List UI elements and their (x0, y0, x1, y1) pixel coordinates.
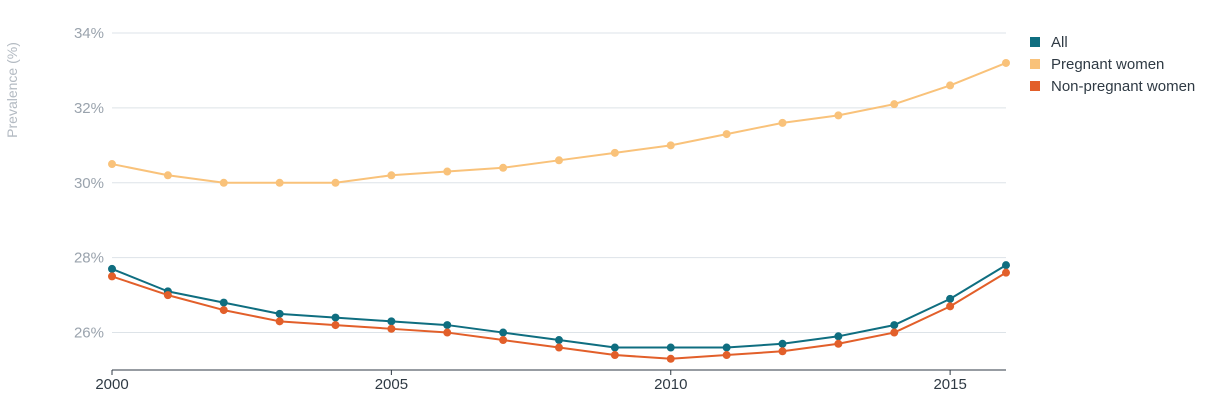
legend-label: Non-pregnant women (1051, 78, 1195, 95)
data-point-non-pregnant-women[interactable] (275, 317, 284, 326)
y-tick-label: 32% (74, 100, 104, 117)
data-point-pregnant-women[interactable] (834, 111, 843, 120)
data-point-all[interactable] (387, 317, 396, 326)
data-point-all[interactable] (890, 321, 899, 330)
legend-swatch (1030, 81, 1040, 91)
x-axis: 2000 2005 2010 2015 (95, 369, 1006, 393)
data-point-all[interactable] (331, 313, 340, 322)
data-point-non-pregnant-women[interactable] (443, 328, 452, 337)
series-line-pregnant-women (111, 62, 1007, 184)
data-point-all[interactable] (666, 343, 675, 352)
data-point-all[interactable] (1002, 261, 1010, 270)
data-point-pregnant-women[interactable] (443, 167, 452, 176)
data-point-pregnant-women[interactable] (108, 160, 116, 169)
data-point-all[interactable] (555, 336, 563, 345)
data-point-non-pregnant-women[interactable] (555, 343, 563, 352)
data-point-all[interactable] (722, 343, 731, 352)
series-pregnant-women (108, 58, 1010, 187)
data-point-non-pregnant-women[interactable] (108, 272, 116, 281)
series-layer (108, 58, 1010, 363)
data-point-pregnant-women[interactable] (946, 81, 955, 90)
data-point-pregnant-women[interactable] (722, 130, 731, 139)
legend-swatch (1030, 59, 1040, 69)
y-axis-title: Prevalence (%) (4, 42, 20, 138)
data-point-all[interactable] (219, 298, 228, 307)
data-point-pregnant-women[interactable] (610, 148, 619, 157)
y-tick-label: 28% (74, 250, 104, 267)
data-point-non-pregnant-women[interactable] (778, 347, 787, 356)
data-point-non-pregnant-women[interactable] (387, 324, 396, 333)
data-point-all[interactable] (499, 328, 508, 337)
data-point-all[interactable] (946, 294, 955, 303)
data-point-pregnant-women[interactable] (387, 171, 396, 180)
data-point-pregnant-women[interactable] (219, 178, 228, 187)
x-tick-label: 2015 (933, 376, 966, 393)
data-point-non-pregnant-women[interactable] (499, 336, 508, 345)
series-all (108, 261, 1010, 352)
data-point-pregnant-women[interactable] (555, 156, 563, 165)
data-point-non-pregnant-women[interactable] (1002, 268, 1010, 277)
data-point-pregnant-women[interactable] (163, 171, 172, 180)
data-point-non-pregnant-women[interactable] (890, 328, 899, 337)
legend-item-non-pregnant-women[interactable]: Non-pregnant women (1030, 78, 1195, 95)
data-point-non-pregnant-women[interactable] (834, 339, 843, 348)
series-non-pregnant-women (108, 268, 1010, 363)
data-point-non-pregnant-women[interactable] (722, 351, 731, 360)
y-axis: 26% 28% 30% 32% 34% (74, 25, 104, 342)
data-point-all[interactable] (443, 321, 452, 330)
x-tick-label: 2000 (95, 376, 128, 393)
data-point-non-pregnant-women[interactable] (219, 306, 228, 315)
data-point-non-pregnant-women[interactable] (610, 351, 619, 360)
legend-label: Pregnant women (1051, 56, 1164, 73)
data-point-all[interactable] (108, 264, 116, 273)
data-point-all[interactable] (610, 343, 619, 352)
data-point-pregnant-women[interactable] (499, 163, 508, 172)
data-point-pregnant-women[interactable] (275, 178, 284, 187)
data-point-non-pregnant-women[interactable] (163, 291, 172, 300)
x-tick-label: 2010 (654, 376, 687, 393)
data-point-pregnant-women[interactable] (778, 118, 787, 127)
y-tick-label: 30% (74, 175, 104, 192)
data-point-non-pregnant-women[interactable] (331, 321, 340, 330)
data-point-non-pregnant-women[interactable] (666, 354, 675, 363)
data-point-pregnant-women[interactable] (890, 100, 899, 109)
x-tick-label: 2005 (375, 376, 408, 393)
data-point-pregnant-women[interactable] (331, 178, 340, 187)
data-point-pregnant-women[interactable] (666, 141, 675, 150)
data-point-all[interactable] (778, 339, 787, 348)
y-tick-label: 34% (74, 25, 104, 42)
data-point-non-pregnant-women[interactable] (946, 302, 955, 311)
legend-swatch (1030, 37, 1040, 47)
legend[interactable]: All Pregnant women Non-pregnant women (1030, 34, 1195, 95)
data-point-all[interactable] (834, 332, 843, 341)
legend-item-pregnant-women[interactable]: Pregnant women (1030, 56, 1164, 73)
data-point-pregnant-women[interactable] (1002, 58, 1010, 67)
data-point-all[interactable] (275, 309, 284, 318)
y-tick-label: 26% (74, 325, 104, 342)
legend-item-all[interactable]: All (1030, 34, 1068, 51)
legend-label: All (1051, 34, 1068, 51)
series-line-all (111, 264, 1007, 349)
